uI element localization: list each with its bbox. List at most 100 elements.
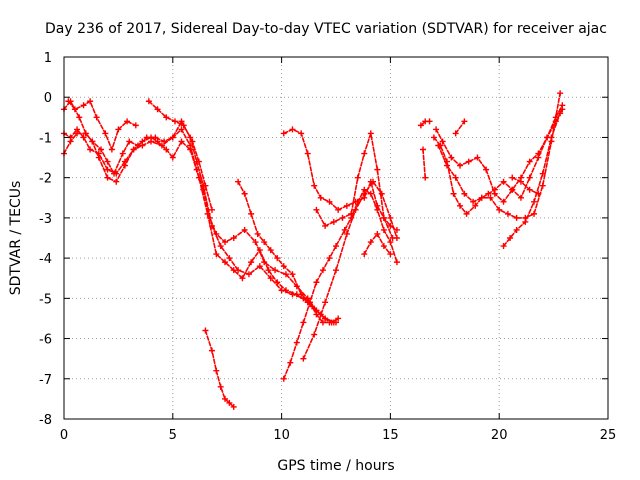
data-point xyxy=(335,206,342,213)
data-point xyxy=(230,235,237,241)
y-tick-label: -3 xyxy=(39,212,52,227)
data-point xyxy=(374,230,381,237)
y-tick-label: -1 xyxy=(39,131,52,146)
data-point xyxy=(339,214,346,221)
data-point xyxy=(89,138,96,145)
data-point xyxy=(457,162,464,169)
data-point xyxy=(248,210,255,217)
data-point xyxy=(517,178,524,185)
data-point xyxy=(430,134,437,141)
data-point xyxy=(217,243,224,250)
series-track-s xyxy=(502,112,561,247)
data-point xyxy=(474,154,481,161)
data-point xyxy=(163,146,170,153)
data-point xyxy=(202,182,209,189)
data-point xyxy=(463,210,470,217)
series-track-j xyxy=(282,128,398,231)
data-point xyxy=(241,226,248,233)
data-point xyxy=(439,138,446,145)
data-point xyxy=(387,222,394,229)
data-point xyxy=(304,150,311,157)
data-point xyxy=(80,102,87,109)
data-point xyxy=(326,255,333,262)
data-point xyxy=(504,210,511,217)
data-point xyxy=(254,230,261,237)
data-point xyxy=(130,146,137,153)
data-point xyxy=(256,247,263,254)
y-tick-label: -5 xyxy=(39,292,52,307)
data-point xyxy=(374,166,381,173)
data-point xyxy=(526,186,533,193)
data-point xyxy=(239,275,246,282)
data-point xyxy=(113,170,120,177)
data-point xyxy=(256,263,263,270)
data-point xyxy=(145,98,152,105)
data-point xyxy=(450,190,457,197)
data-point xyxy=(470,198,477,205)
data-point xyxy=(230,403,237,410)
data-point xyxy=(535,190,542,197)
data-point xyxy=(389,235,396,241)
data-point xyxy=(289,271,296,278)
series-track-t xyxy=(511,176,540,195)
series-track-g xyxy=(237,180,340,324)
data-point xyxy=(531,210,538,217)
data-point xyxy=(274,255,281,262)
data-point xyxy=(526,174,533,181)
data-point xyxy=(208,347,215,354)
data-point xyxy=(317,194,324,201)
data-point xyxy=(491,190,498,197)
data-point xyxy=(367,239,374,246)
data-point xyxy=(380,214,387,221)
data-point xyxy=(300,355,307,362)
data-point xyxy=(361,194,368,201)
data-point xyxy=(252,239,259,246)
data-point xyxy=(422,174,429,181)
data-point xyxy=(509,186,516,193)
data-point xyxy=(180,122,187,129)
data-point xyxy=(261,239,268,246)
data-point xyxy=(352,206,359,213)
data-point xyxy=(559,106,566,113)
data-point xyxy=(361,251,368,258)
data-point xyxy=(539,182,546,189)
data-point xyxy=(378,190,385,197)
x-tick-label: 25 xyxy=(600,428,617,443)
series-track-p xyxy=(435,108,564,203)
data-point xyxy=(280,130,287,137)
data-point xyxy=(367,130,374,137)
data-point xyxy=(178,126,185,133)
y-tick-label: -2 xyxy=(39,172,52,187)
data-point xyxy=(526,158,533,165)
data-point xyxy=(95,150,102,157)
data-point xyxy=(132,122,139,129)
data-point xyxy=(433,126,440,133)
data-point xyxy=(226,399,233,406)
data-point xyxy=(435,142,442,149)
data-point xyxy=(119,150,126,157)
data-point xyxy=(204,210,211,217)
series-track-d xyxy=(67,100,137,151)
data-point xyxy=(319,267,326,274)
series-track-l xyxy=(363,233,392,255)
x-axis-label: GPS time / hours xyxy=(277,458,394,474)
grid xyxy=(63,56,609,420)
x-tick-label: 0 xyxy=(60,428,68,443)
data-point xyxy=(74,126,81,133)
data-point xyxy=(178,118,185,125)
data-point xyxy=(452,130,459,137)
data-point xyxy=(535,150,542,157)
data-point xyxy=(426,118,433,125)
data-point xyxy=(121,158,128,165)
data-point xyxy=(154,106,161,113)
data-point xyxy=(154,138,161,145)
data-point xyxy=(341,226,348,233)
data-point xyxy=(322,315,329,322)
data-point xyxy=(393,259,400,266)
data-point xyxy=(287,359,294,366)
x-tick-label: 20 xyxy=(491,428,508,443)
data-point xyxy=(169,154,176,161)
y-tick-label: 0 xyxy=(44,91,52,106)
data-point xyxy=(139,138,146,145)
data-point xyxy=(97,146,104,153)
